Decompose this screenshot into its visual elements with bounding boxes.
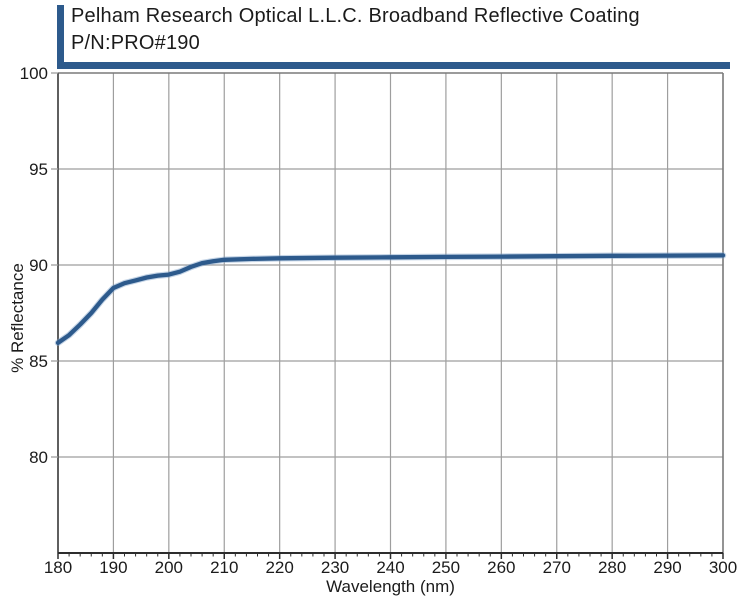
y-tick-label: 95	[29, 160, 48, 179]
x-tick-label: 260	[487, 558, 515, 577]
x-tick-label: 190	[99, 558, 127, 577]
y-tick-label: 90	[29, 256, 48, 275]
y-tick-label: 80	[29, 448, 48, 467]
y-tick-label: 85	[29, 352, 48, 371]
x-tick-label: 240	[376, 558, 404, 577]
x-tick-label: 280	[598, 558, 626, 577]
chart-title-line2: P/N:PRO#190	[71, 32, 200, 54]
gridlines	[58, 73, 723, 553]
axis-ticks	[51, 72, 724, 559]
x-axis-label: Wavelength (nm)	[326, 577, 455, 596]
x-tick-label: 220	[265, 558, 293, 577]
chart-title: Pelham Research Optical L.L.C. Broadband…	[71, 3, 731, 57]
x-tick-label: 180	[44, 558, 72, 577]
x-tick-label: 290	[653, 558, 681, 577]
y-tick-label: 100	[20, 64, 48, 83]
x-tick-label: 300	[709, 558, 737, 577]
y-axis-label: % Reflectance	[8, 263, 27, 373]
tick-labels: 180 190 200 210 220 230 240 250 260 270 280 290 300 8…	[20, 64, 738, 577]
x-tick-label: 210	[210, 558, 238, 577]
x-tick-label: 250	[432, 558, 460, 577]
x-tick-label: 200	[155, 558, 183, 577]
x-tick-label: 230	[321, 558, 349, 577]
reflectance-curve	[55, 253, 726, 345]
title-underline-bar	[57, 62, 730, 69]
chart-title-line1: Pelham Research Optical L.L.C. Broadband…	[71, 5, 640, 27]
x-tick-label: 270	[543, 558, 571, 577]
title-accent-bar-vertical	[57, 5, 64, 68]
